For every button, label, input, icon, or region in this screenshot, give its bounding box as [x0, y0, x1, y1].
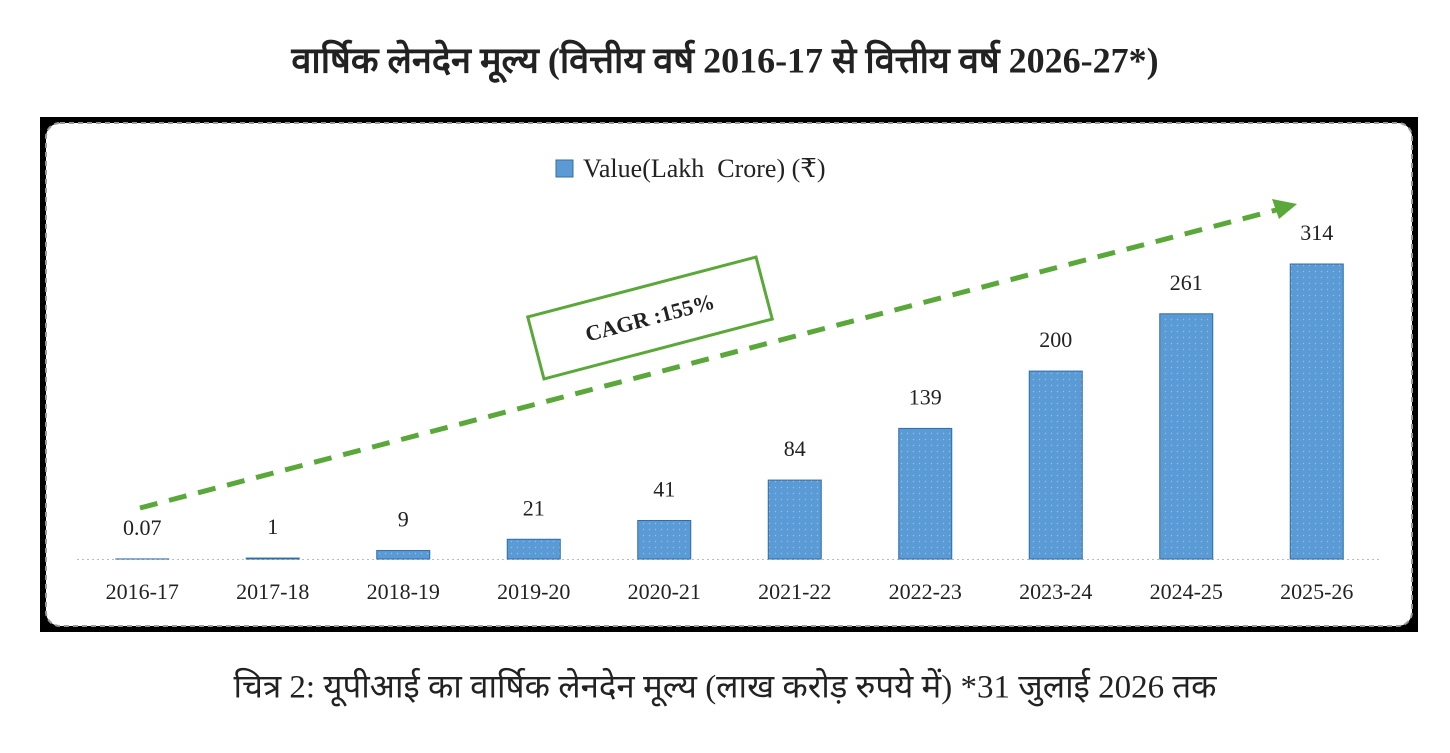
x-tick-label: 2019-20	[497, 579, 570, 604]
bar	[1028, 370, 1083, 560]
data-label: 41	[653, 477, 675, 502]
x-tick-label: 2016-17	[106, 579, 179, 604]
bar	[1159, 313, 1214, 560]
bar	[506, 538, 561, 560]
trend-arrow	[139, 206, 1281, 511]
bar	[376, 550, 431, 560]
trend-arrowhead	[1272, 199, 1297, 219]
data-label: 9	[398, 507, 409, 532]
data-label: 0.07	[123, 515, 162, 540]
data-label: 84	[784, 436, 806, 461]
x-tick-label: 2024-25	[1150, 579, 1223, 604]
x-tick-label: 2017-18	[236, 579, 309, 604]
x-tick-label: 2023-24	[1019, 579, 1092, 604]
data-label: 1	[267, 514, 278, 539]
legend-label: Value(Lakh Crore) (₹)	[583, 154, 826, 183]
x-tick-label: 2018-19	[367, 579, 440, 604]
legend-swatch	[555, 159, 574, 178]
bar	[1289, 263, 1344, 560]
bar	[637, 519, 692, 560]
data-label: 314	[1300, 220, 1333, 245]
annotation-box: CAGR :155%	[525, 255, 775, 381]
x-tick-label: 2022-23	[889, 579, 962, 604]
data-label: 139	[909, 384, 942, 409]
chart-title: वार्षिक लेनदेन मूल्य (वित्तीय वर्ष 2016-…	[290, 39, 1158, 83]
x-tick-label: 2021-22	[758, 579, 831, 604]
x-tick-label: 2025-26	[1280, 579, 1353, 604]
data-label: 200	[1039, 327, 1072, 352]
bar	[245, 557, 300, 560]
bar	[898, 427, 953, 560]
data-label: 21	[523, 495, 545, 520]
bar	[767, 479, 822, 560]
annotation-border	[525, 255, 775, 381]
data-label: 261	[1170, 270, 1203, 295]
caption: चित्र 2: यूपीआई का वार्षिक लेनदेन मूल्य …	[233, 668, 1217, 708]
x-tick-label: 2020-21	[628, 579, 701, 604]
